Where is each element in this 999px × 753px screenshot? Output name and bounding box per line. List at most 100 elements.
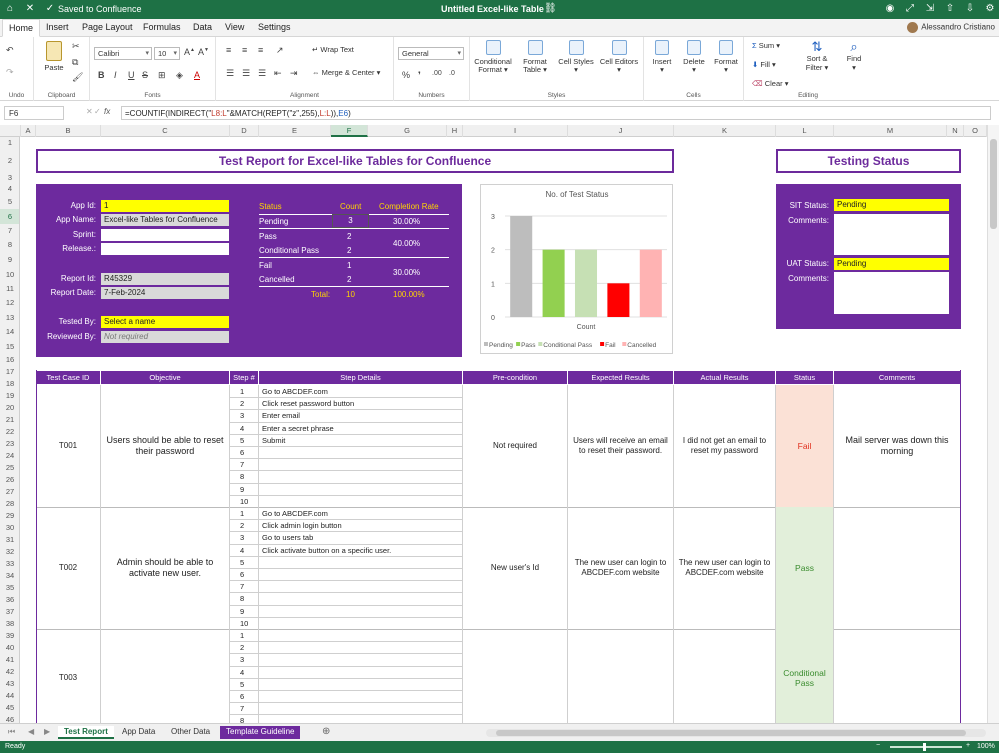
row-header[interactable]: 33 xyxy=(5,559,15,568)
objective-cell[interactable]: Admin should be able to activate new use… xyxy=(116,557,214,578)
expected-results-cell[interactable]: Users will receive an email to reset the… xyxy=(573,436,668,455)
step-number-cell[interactable]: 4 xyxy=(240,423,245,433)
step-number-cell[interactable]: 2 xyxy=(240,399,245,409)
tab-settings[interactable]: Settings xyxy=(258,22,291,32)
precondition-cell[interactable] xyxy=(466,629,564,723)
step-number-cell[interactable]: 1 xyxy=(240,631,245,640)
step-number-cell[interactable]: 6 xyxy=(240,692,245,701)
select-all-corner[interactable] xyxy=(0,125,21,137)
delete-cells-button[interactable]: Delete ▾ xyxy=(680,40,708,75)
align-bottom-icon[interactable]: ≡ xyxy=(258,45,264,55)
step-number-cell[interactable]: 9 xyxy=(240,606,245,616)
actual-results-cell[interactable] xyxy=(677,629,772,723)
align-top-icon[interactable]: ≡ xyxy=(226,45,232,55)
report-id-field[interactable]: R45329 xyxy=(101,273,229,285)
zoom-out-icon[interactable]: − xyxy=(876,742,881,749)
indent-increase-icon[interactable]: ⇥ xyxy=(290,68,298,78)
step-number-cell[interactable]: 1 xyxy=(240,387,245,396)
step-details-cell[interactable]: Enter email xyxy=(262,411,300,421)
sprint-field[interactable] xyxy=(101,229,229,241)
uat-status-field[interactable]: Pending xyxy=(834,258,949,270)
row-header[interactable]: 26 xyxy=(5,475,15,484)
step-details-cell[interactable]: Submit xyxy=(262,435,286,445)
column-header[interactable]: O xyxy=(964,125,987,137)
bold-icon[interactable]: B xyxy=(98,70,105,80)
row-header[interactable]: 45 xyxy=(5,703,15,712)
step-number-cell[interactable]: 5 xyxy=(240,435,245,445)
column-header[interactable]: M xyxy=(834,125,947,137)
sit-comments-field[interactable] xyxy=(834,214,949,255)
format-table-button[interactable]: Format Table ▾ xyxy=(520,40,550,75)
tab-insert[interactable]: Insert xyxy=(46,22,69,32)
step-number-cell[interactable]: 2 xyxy=(240,521,245,531)
increase-decimal-icon[interactable]: .00 xyxy=(432,70,442,77)
increase-font-icon[interactable]: A▲ xyxy=(184,47,195,57)
row-header[interactable]: 28 xyxy=(5,499,15,508)
copy-icon[interactable]: ⧉ xyxy=(72,57,79,67)
merge-center-button[interactable]: ⇔ Merge & Center ▾ xyxy=(312,68,381,77)
row-header[interactable]: 35 xyxy=(5,583,15,592)
app-id-field[interactable]: 1 xyxy=(101,200,229,212)
row-header[interactable]: 24 xyxy=(5,451,15,460)
step-number-cell[interactable]: 6 xyxy=(240,570,245,579)
row-header[interactable]: 1 xyxy=(7,138,13,147)
fill-button[interactable]: ⬇ Fill ▾ xyxy=(752,60,776,69)
vertical-scrollbar-thumb[interactable] xyxy=(990,139,997,229)
comma-icon[interactable]: ❜ xyxy=(418,70,421,80)
sheet-tab-other-data[interactable]: Other Data xyxy=(171,727,211,736)
step-number-cell[interactable]: 1 xyxy=(240,509,245,518)
step-details-cell[interactable]: Enter a secret phrase xyxy=(262,423,334,433)
step-number-cell[interactable]: 10 xyxy=(240,618,249,628)
export-icon[interactable]: ⇧ xyxy=(945,3,955,14)
align-right-icon[interactable]: ☰ xyxy=(258,68,267,78)
horizontal-scrollbar-thumb[interactable] xyxy=(496,730,966,736)
row-header[interactable]: 36 xyxy=(5,595,15,604)
row-header[interactable]: 5 xyxy=(7,197,13,206)
row-header[interactable]: 16 xyxy=(5,355,15,364)
row-header[interactable]: 37 xyxy=(5,607,15,616)
link-icon[interactable]: ⛓ xyxy=(544,3,557,14)
row-header[interactable]: 21 xyxy=(5,415,15,424)
comments-cell[interactable] xyxy=(837,629,957,723)
row-header[interactable]: 38 xyxy=(5,619,15,628)
cell-styles-button[interactable]: Cell Styles ▾ xyxy=(558,40,594,75)
name-box[interactable]: F6 xyxy=(4,106,64,120)
precondition-cell[interactable]: New user's Id xyxy=(490,563,540,573)
prev-sheet-icon[interactable]: ◀ xyxy=(28,727,35,736)
step-number-cell[interactable]: 7 xyxy=(240,582,245,592)
indent-decrease-icon[interactable]: ⇤ xyxy=(274,68,282,78)
step-number-cell[interactable]: 4 xyxy=(240,545,245,555)
row-header[interactable]: 3 xyxy=(7,173,13,182)
column-header-selected[interactable]: F xyxy=(331,125,368,137)
uat-comments-field[interactable] xyxy=(834,272,949,314)
format-painter-icon[interactable]: 🖌 xyxy=(72,72,84,82)
column-header[interactable]: I xyxy=(463,125,568,137)
test-case-id-cell[interactable]: T003 xyxy=(58,673,78,682)
tab-home[interactable]: Home xyxy=(2,19,41,37)
resize-icon[interactable]: ⤢ xyxy=(906,3,914,14)
step-number-cell[interactable]: 10 xyxy=(240,496,249,506)
wrap-text-button[interactable]: ↵ Wrap Text xyxy=(312,45,354,55)
row-header[interactable]: 15 xyxy=(5,342,15,351)
column-header[interactable]: A xyxy=(21,125,36,137)
row-header[interactable]: 42 xyxy=(5,667,15,676)
row-header[interactable]: 6 xyxy=(0,209,19,224)
formula-input[interactable]: =COUNTIF(INDIRECT("L8:L"&MATCH(REPT("z",… xyxy=(121,106,991,120)
row-header[interactable]: 34 xyxy=(5,571,15,580)
zoom-slider[interactable] xyxy=(890,743,962,751)
add-sheet-icon[interactable]: ⊕ xyxy=(322,726,331,737)
cell-editors-button[interactable]: Cell Editors ▾ xyxy=(598,40,640,75)
comments-cell[interactable] xyxy=(837,507,957,629)
step-number-cell[interactable]: 7 xyxy=(240,704,245,714)
align-center-icon[interactable]: ☰ xyxy=(242,68,251,78)
step-number-cell[interactable]: 8 xyxy=(240,716,245,723)
step-number-cell[interactable]: 8 xyxy=(240,594,245,604)
sit-status-field[interactable]: Pending xyxy=(834,199,949,211)
fill-color-icon[interactable]: ◈ xyxy=(176,70,183,80)
expected-results-cell[interactable] xyxy=(571,629,670,723)
column-header[interactable]: G xyxy=(368,125,447,137)
step-number-cell[interactable]: 5 xyxy=(240,679,245,689)
find-button[interactable]: ⌕ Find ▾ xyxy=(846,39,862,72)
clear-button[interactable]: ⌫ Clear ▾ xyxy=(752,79,789,88)
report-date-field[interactable]: 7-Feb-2024 xyxy=(101,287,229,299)
